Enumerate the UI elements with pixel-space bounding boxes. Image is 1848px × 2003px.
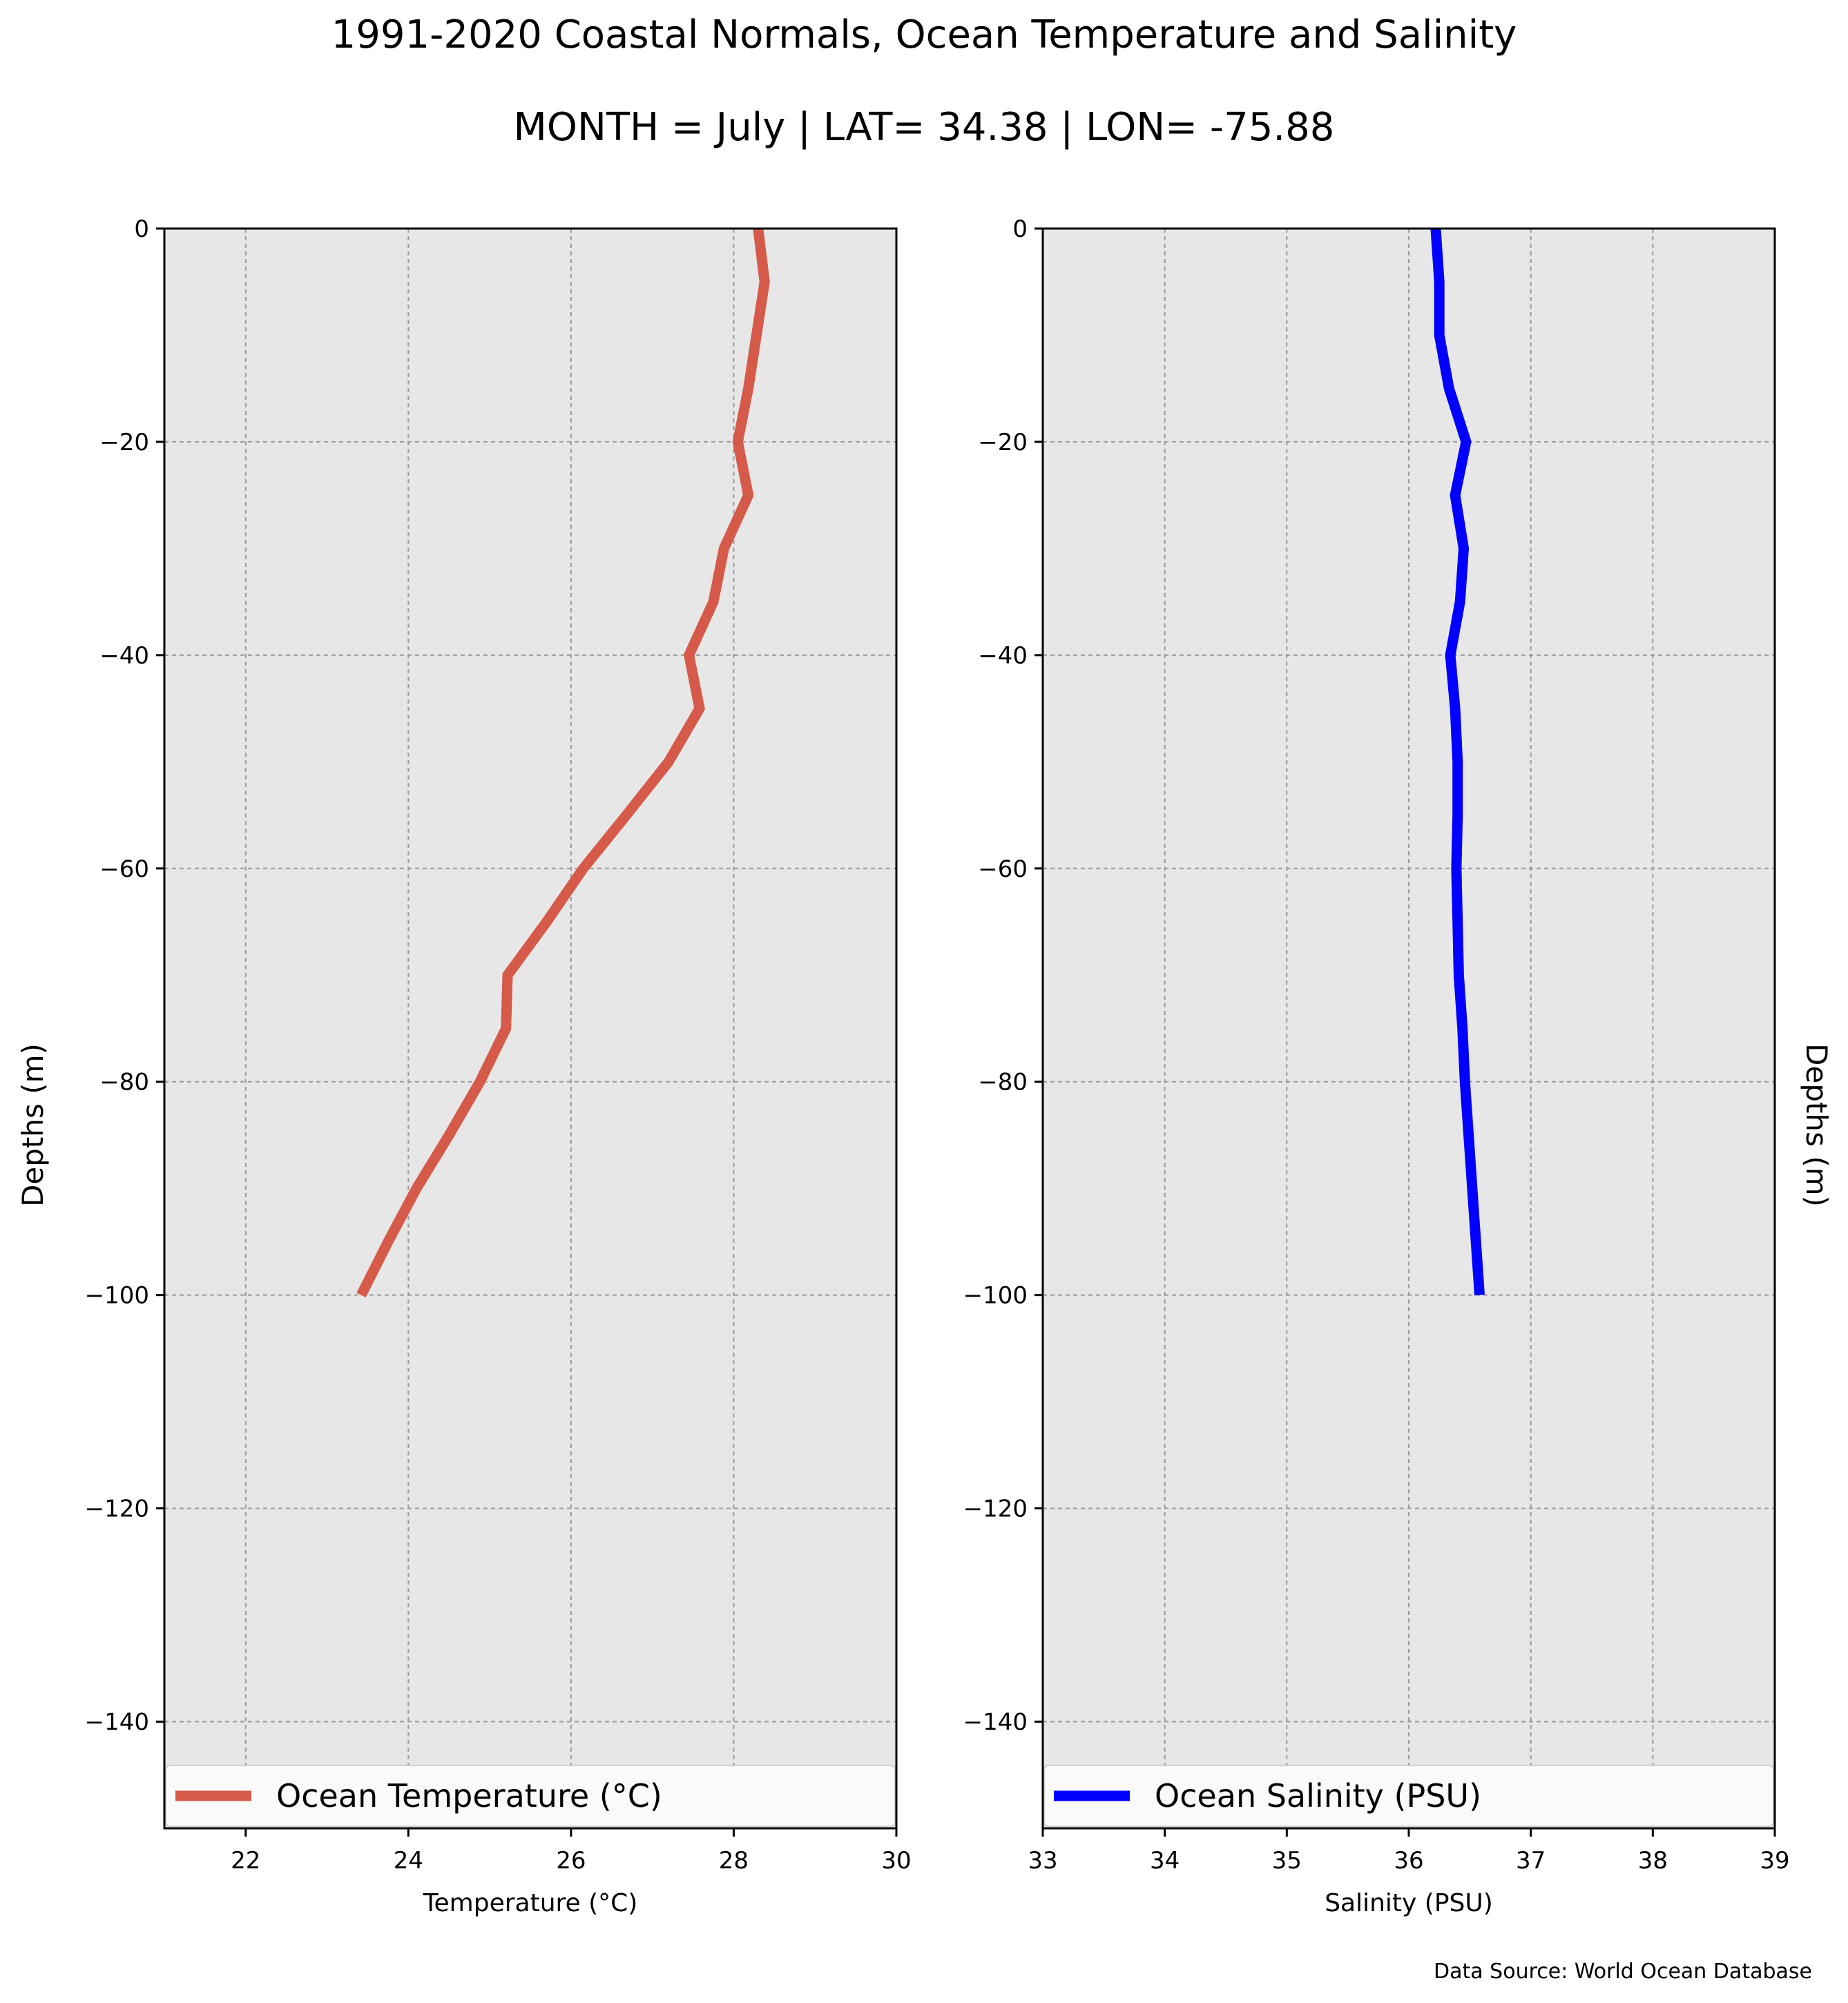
x-tick-label: 39 (1760, 1847, 1789, 1875)
y-tick-label: −20 (99, 429, 149, 456)
legend-label: Ocean Temperature (°C) (276, 1777, 662, 1815)
x-tick-label: 24 (394, 1847, 423, 1875)
x-tick-label: 26 (556, 1847, 586, 1875)
series-line (356, 228, 770, 1298)
y-tick-label: 0 (1012, 215, 1028, 243)
plot-area (164, 229, 896, 1828)
x-axis-label: Salinity (PSU) (1325, 1889, 1493, 1917)
x-tick-label: 35 (1272, 1847, 1302, 1875)
y-tick-label: −100 (963, 1282, 1028, 1310)
panel-temperature: Ocean Temperature (°C) 22 24 26 28 30 0 −20 −40 −… (16, 215, 912, 1917)
x-tick-label: 30 (881, 1847, 911, 1875)
x-tick-label: 36 (1394, 1847, 1423, 1875)
y-tick-label: 0 (134, 215, 149, 243)
y-tick-label: −40 (99, 642, 149, 670)
x-tick-label: 38 (1638, 1847, 1668, 1875)
panel-salinity: Ocean Salinity (PSU) 33 34 35 36 37 38 39 0 −20 −4… (963, 215, 1833, 1917)
y-tick-label: −20 (978, 429, 1028, 456)
y-tick-label: −140 (963, 1709, 1028, 1736)
y-tick-label: −100 (85, 1282, 149, 1310)
x-tick-label: 37 (1516, 1847, 1546, 1875)
legend-box (1043, 1765, 1774, 1827)
legend-label: Ocean Salinity (PSU) (1155, 1777, 1481, 1815)
y-tick-label: −140 (85, 1709, 149, 1736)
y-tick-label: −80 (978, 1069, 1028, 1096)
legend-box (165, 1765, 896, 1827)
x-tick-label: 34 (1150, 1847, 1180, 1875)
y-tick-label: −120 (85, 1496, 149, 1523)
series-line (1430, 228, 1485, 1296)
y-tick-label: −120 (963, 1496, 1028, 1523)
chart-title: 1991-2020 Coastal Normals, Ocean Tempera… (331, 12, 1517, 57)
axes-frame (163, 227, 898, 1830)
x-tick-label: 33 (1028, 1847, 1057, 1875)
y-tick-label: −80 (99, 1069, 149, 1096)
y-tick-label: −60 (99, 855, 149, 883)
y-axis-label: Depths (m) (16, 1043, 50, 1207)
chart-subtitle: MONTH = July | LAT= 34.38 | LON= -75.88 (513, 105, 1335, 150)
y-tick-label: −60 (978, 855, 1028, 883)
y-axis-label-right: Depths (m) (1800, 1043, 1833, 1207)
data-source-note: Data Source: World Ocean Database (1434, 1960, 1812, 1984)
x-axis-label: Temperature (°C) (423, 1889, 638, 1917)
x-tick-label: 22 (231, 1847, 260, 1875)
x-tick-label: 28 (719, 1847, 749, 1875)
y-tick-label: −40 (978, 642, 1028, 670)
